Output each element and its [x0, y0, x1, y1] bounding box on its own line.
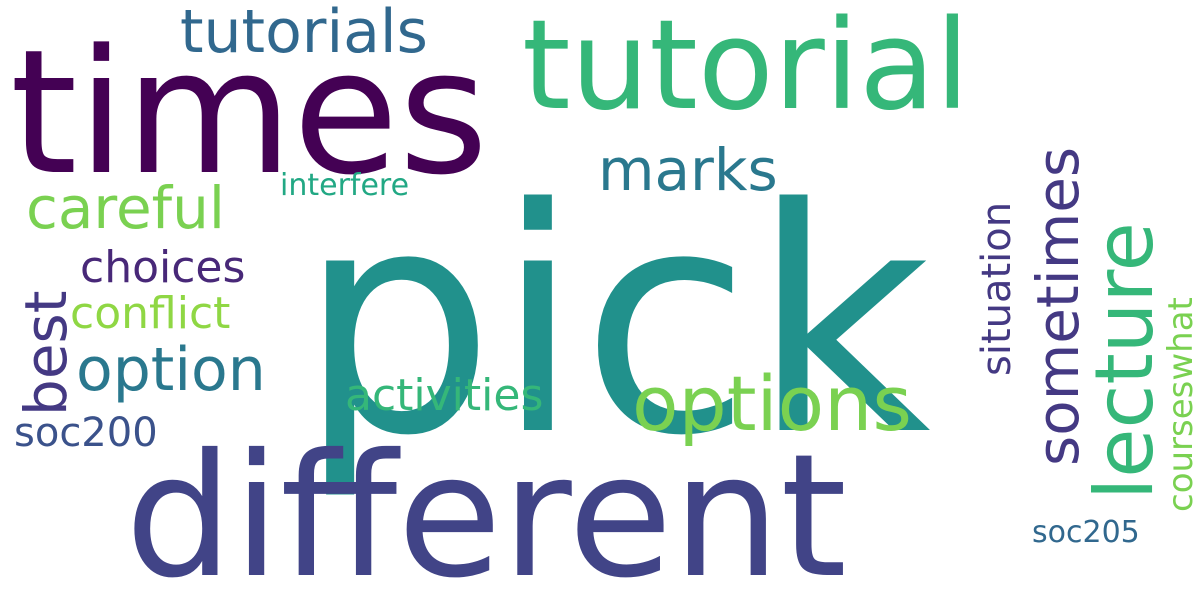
word-conflict: conflict: [70, 288, 230, 339]
word-careful: careful: [26, 174, 225, 242]
word-options: options: [632, 359, 912, 448]
word-tutorials: tutorials: [180, 0, 428, 67]
word-choices: choices: [80, 242, 245, 293]
word-option: option: [76, 335, 266, 405]
word-different: different: [125, 418, 847, 600]
word-interfere: interfere: [280, 168, 409, 203]
word-tutorial: tutorial: [522, 0, 970, 138]
word-best: best: [12, 291, 80, 416]
word-marks: marks: [598, 136, 778, 204]
word-situation: situation: [974, 202, 1020, 376]
word-lecture: lecture: [1078, 222, 1171, 500]
word-sometimes: sometimes: [1024, 147, 1092, 466]
word-courseswhat: courseswhat: [1161, 297, 1200, 512]
word-times: times: [10, 12, 488, 213]
word-soc200: soc200: [14, 410, 158, 456]
word-pick: pick: [298, 143, 931, 504]
word-soc205: soc205: [1032, 515, 1140, 550]
word-activities: activities: [345, 370, 543, 421]
